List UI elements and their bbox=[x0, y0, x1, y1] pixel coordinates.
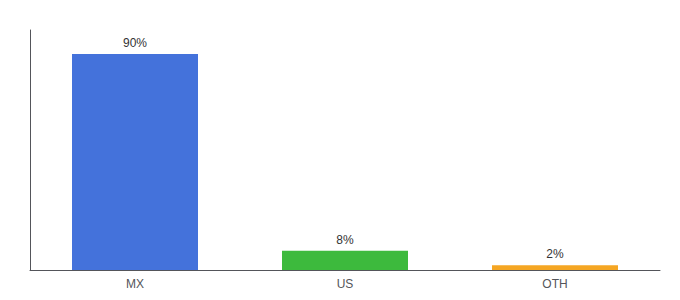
svg-text:MX: MX bbox=[126, 277, 144, 291]
svg-text:8%: 8% bbox=[336, 233, 354, 247]
svg-text:90%: 90% bbox=[123, 36, 147, 50]
svg-text:2%: 2% bbox=[546, 247, 564, 261]
svg-text:OTH: OTH bbox=[542, 277, 567, 291]
svg-text:US: US bbox=[337, 277, 354, 291]
